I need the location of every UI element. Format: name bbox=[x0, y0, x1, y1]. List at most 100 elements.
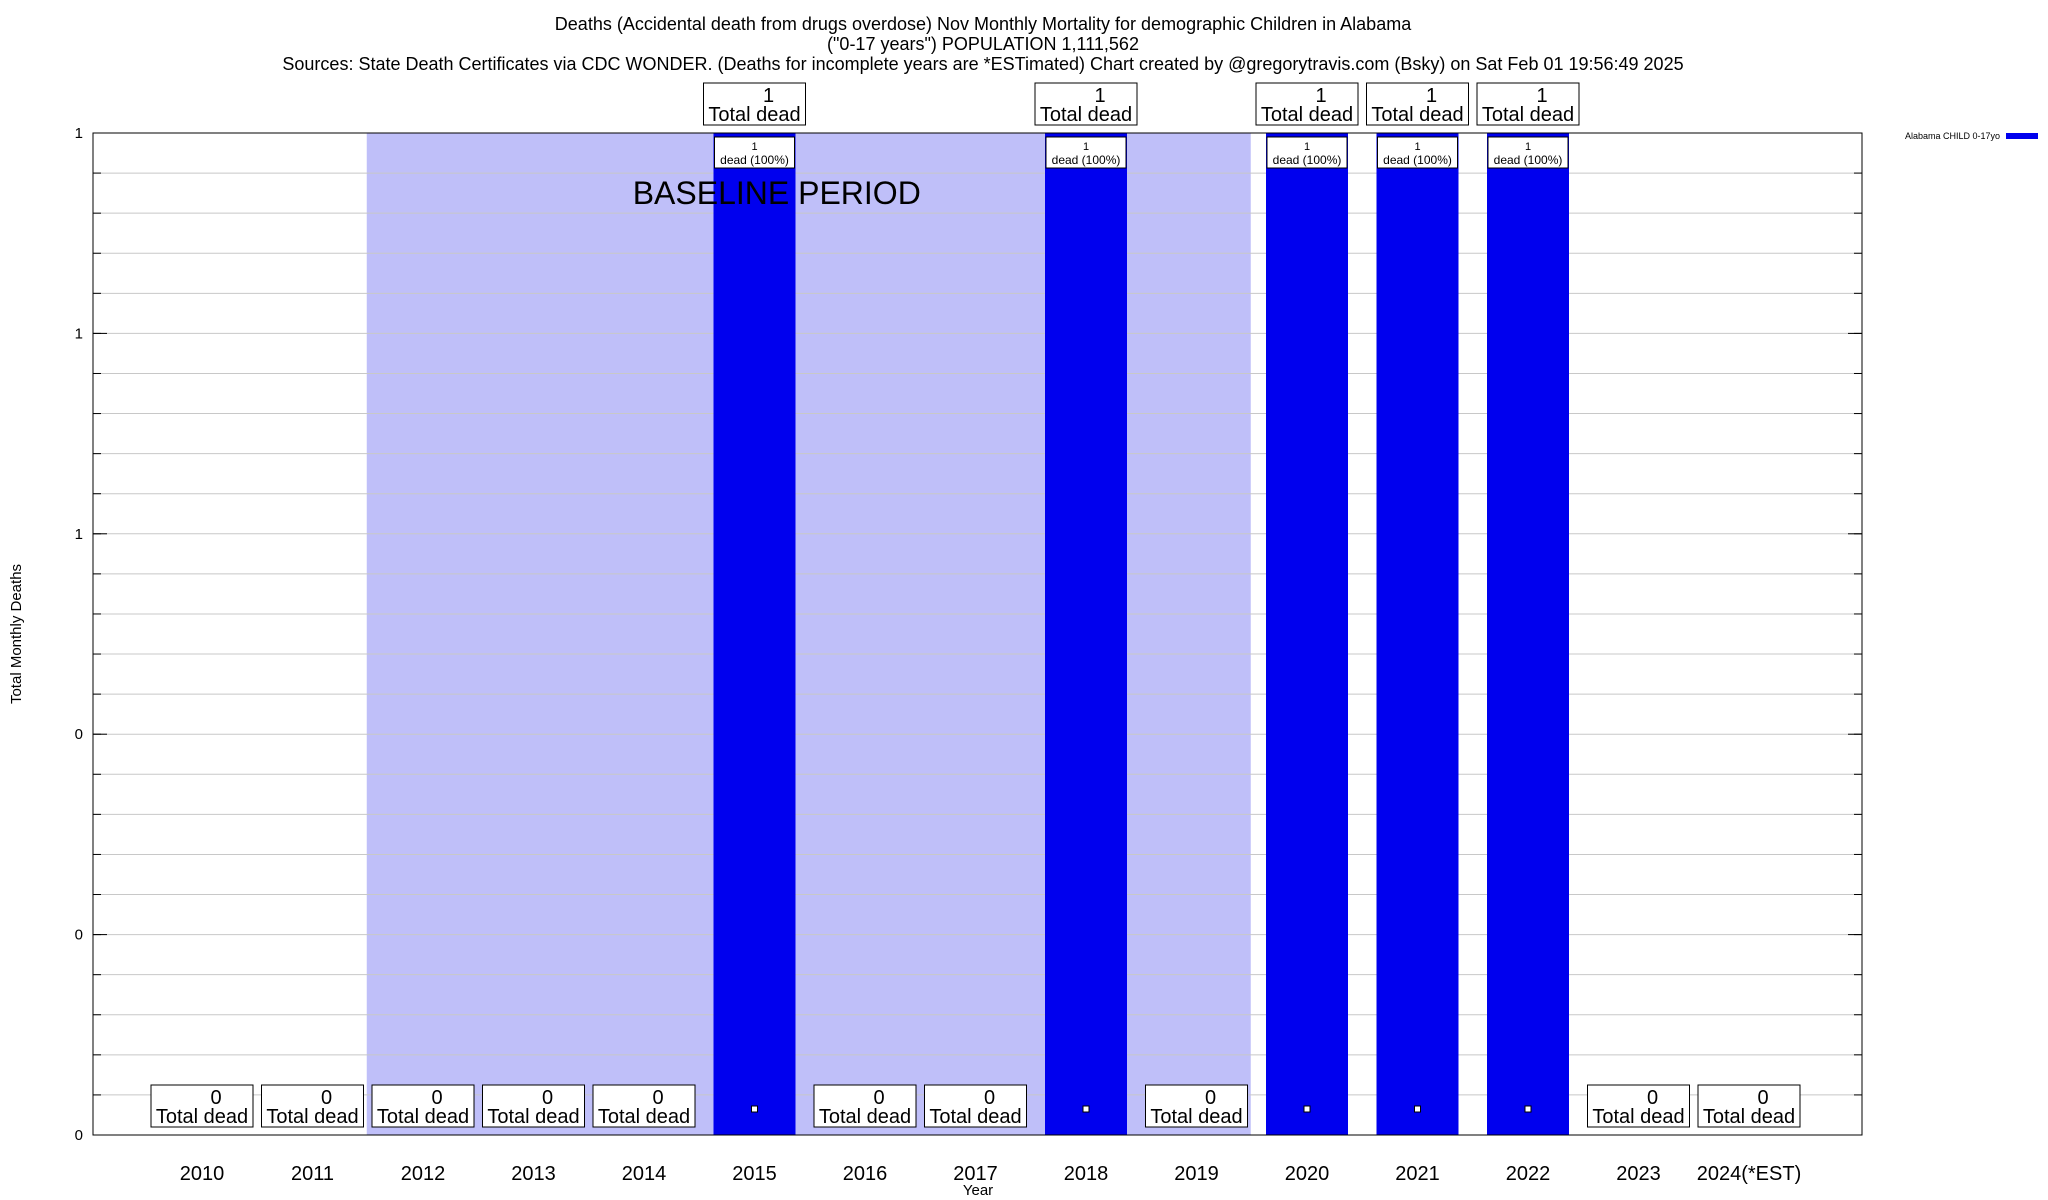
total-label-box bbox=[924, 1084, 1027, 1128]
legend: Alabama CHILD 0-17yo bbox=[1905, 131, 2038, 141]
total-label-text: Total dead bbox=[708, 104, 800, 126]
y-axis-title: Total Monthly Deaths bbox=[8, 564, 25, 704]
x-tick-label: 2022 bbox=[1506, 1163, 1551, 1185]
x-tick-marker bbox=[1303, 1105, 1311, 1113]
total-label-box bbox=[703, 82, 806, 126]
total-label-value: 0 bbox=[1757, 1087, 1768, 1109]
total-label-box bbox=[1145, 1084, 1248, 1128]
y-tick-label: 0 bbox=[75, 927, 83, 944]
bar-value-label-box bbox=[1377, 136, 1458, 169]
bar-value-label: 1 bbox=[1525, 141, 1531, 153]
total-label-value: 1 bbox=[1536, 85, 1547, 107]
chart-source-line: Sources: State Death Certificates via CD… bbox=[282, 54, 1684, 74]
chart-title: Deaths (Accidental death from drugs over… bbox=[554, 14, 1412, 34]
total-label-value: 0 bbox=[321, 1087, 332, 1109]
x-tick-marker bbox=[1524, 1105, 1532, 1113]
y-tick-label: 0 bbox=[75, 1127, 83, 1144]
total-label-text: Total dead bbox=[1592, 1106, 1684, 1128]
total-label-text: Total dead bbox=[377, 1106, 469, 1128]
total-label-value: 0 bbox=[431, 1087, 442, 1109]
total-label-box bbox=[1034, 82, 1138, 126]
x-tick-label: 2012 bbox=[401, 1163, 446, 1185]
total-label-value: 0 bbox=[984, 1087, 995, 1109]
bar-value-label: 1 bbox=[1414, 141, 1420, 153]
bar-value-label-box bbox=[1487, 136, 1569, 169]
bar-2018 bbox=[1045, 133, 1127, 1135]
legend-swatch bbox=[2006, 133, 2038, 139]
bar-value-label: 1 bbox=[751, 141, 757, 153]
x-tick-marker bbox=[1414, 1105, 1421, 1113]
x-tick-label: 2019 bbox=[1174, 1163, 1219, 1185]
x-tick-label: 2017 bbox=[953, 1163, 998, 1185]
total-label-text: Total dead bbox=[156, 1106, 248, 1128]
total-label-text: Total dead bbox=[1482, 104, 1574, 126]
bar-value-label-text: dead (100%) bbox=[1383, 153, 1452, 167]
x-tick-label: 2011 bbox=[291, 1163, 334, 1185]
total-label-text: Total dead bbox=[1703, 1106, 1795, 1128]
total-label-box bbox=[592, 1084, 696, 1128]
x-tick-label: 2010 bbox=[180, 1163, 225, 1185]
y-tick-label: 1 bbox=[75, 125, 83, 142]
x-tick-label: 2023 bbox=[1616, 1163, 1661, 1185]
x-tick-marker bbox=[751, 1105, 758, 1113]
x-tick-label: 2016 bbox=[843, 1163, 888, 1185]
y-tick-label: 0 bbox=[75, 726, 83, 743]
total-label-text: Total dead bbox=[266, 1106, 358, 1128]
total-label-value: 0 bbox=[652, 1087, 663, 1109]
total-label-box bbox=[261, 1084, 364, 1128]
total-label-box bbox=[150, 1084, 254, 1128]
total-label-text: Total dead bbox=[1261, 104, 1353, 126]
total-label-text: Total dead bbox=[929, 1106, 1021, 1128]
y-tick-label: 1 bbox=[75, 325, 83, 342]
bar-2015 bbox=[713, 133, 796, 1135]
bar-2021 bbox=[1376, 133, 1459, 1135]
y-tick-label: 1 bbox=[75, 526, 83, 543]
total-label-box bbox=[1476, 82, 1580, 126]
total-label-value: 1 bbox=[1315, 85, 1326, 107]
baseline-period-label: BASELINE PERIOD bbox=[633, 175, 921, 211]
total-label-value: 0 bbox=[210, 1087, 221, 1109]
total-label-box bbox=[813, 1084, 917, 1128]
x-tick-label: 2021 bbox=[1395, 1163, 1440, 1185]
total-label-text: Total dead bbox=[487, 1106, 579, 1128]
plot-border bbox=[92, 132, 1863, 1136]
x-tick-label: 2020 bbox=[1285, 1163, 1330, 1185]
total-label-box bbox=[371, 1084, 475, 1128]
bar-2020 bbox=[1266, 133, 1348, 1135]
bar-value-label-text: dead (100%) bbox=[1494, 153, 1563, 167]
total-label-value: 0 bbox=[873, 1087, 884, 1109]
total-label-box bbox=[1697, 1084, 1801, 1128]
total-label-value: 0 bbox=[1647, 1087, 1658, 1109]
x-tick-marker bbox=[1082, 1105, 1090, 1113]
bar-value-label-text: dead (100%) bbox=[720, 153, 789, 167]
bar-value-label-text: dead (100%) bbox=[1052, 153, 1121, 167]
total-label-text: Total dead bbox=[598, 1106, 690, 1128]
total-label-value: 1 bbox=[763, 85, 774, 107]
total-label-box bbox=[1255, 82, 1359, 126]
bar-value-label-box bbox=[1045, 136, 1127, 169]
total-label-text: Total dead bbox=[1150, 1106, 1242, 1128]
x-tick-label: 2014 bbox=[622, 1163, 667, 1185]
legend-label: Alabama CHILD 0-17yo bbox=[1904, 131, 2000, 141]
bar-2022 bbox=[1487, 133, 1569, 1135]
total-label-value: 1 bbox=[1426, 85, 1437, 107]
x-tick-label: 2015 bbox=[732, 1163, 777, 1185]
x-tick-label: 2018 bbox=[1064, 1163, 1109, 1185]
bar-value-label-text: dead (100%) bbox=[1273, 153, 1342, 167]
total-label-text: Total dead bbox=[1371, 104, 1463, 126]
chart-subtitle: ("0-17 years") POPULATION 1,111,562 bbox=[827, 34, 1139, 54]
bar-value-label: 1 bbox=[1083, 141, 1089, 153]
total-label-text: Total dead bbox=[819, 1106, 911, 1128]
total-label-box bbox=[1366, 82, 1469, 126]
x-tick-label: 2024(*EST) bbox=[1697, 1163, 1802, 1185]
x-tick-label: 2013 bbox=[511, 1163, 556, 1185]
x-axis-title: Year bbox=[963, 1182, 993, 1199]
bar-value-label-box bbox=[714, 136, 795, 169]
total-label-value: 1 bbox=[1094, 85, 1105, 107]
total-label-box bbox=[482, 1084, 585, 1128]
total-label-box bbox=[1587, 1084, 1690, 1128]
bar-value-label-box bbox=[1266, 136, 1348, 169]
bar-value-label: 1 bbox=[1304, 141, 1310, 153]
total-label-value: 0 bbox=[542, 1087, 553, 1109]
